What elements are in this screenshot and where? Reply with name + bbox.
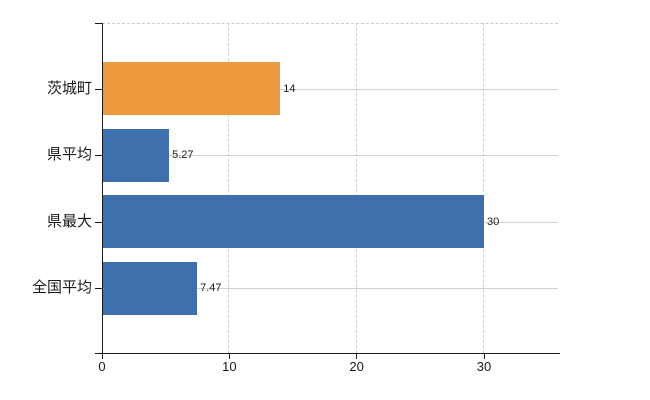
v-gridline — [355, 23, 357, 353]
plot-top-border — [102, 23, 558, 24]
h-gridline — [102, 155, 558, 156]
y-axis-top-tick — [95, 23, 102, 24]
category-label: 全国平均 — [31, 279, 92, 296]
bar-1 — [102, 128, 170, 182]
bar-0 — [102, 62, 281, 115]
bar-3 — [102, 261, 198, 315]
h-gridline — [102, 288, 558, 289]
bar-value-label: 5.27 — [172, 149, 194, 161]
x-axis-line — [95, 353, 560, 354]
y-axis-tick — [95, 155, 102, 156]
category-label: 県最大 — [46, 212, 92, 230]
v-gridline — [483, 23, 484, 353]
x-axis-tick — [101, 353, 103, 359]
x-tick-label: 10 — [222, 359, 237, 374]
y-axis-line — [102, 23, 103, 353]
x-axis-tick — [228, 353, 230, 359]
x-tick-label: 0 — [98, 359, 106, 374]
x-axis-tick — [356, 353, 358, 359]
y-axis-tick — [95, 288, 102, 289]
bar-value-label: 30 — [487, 215, 500, 228]
h-gridline — [102, 88, 558, 90]
category-label: 茨城町 — [46, 79, 92, 97]
v-gridline — [228, 23, 230, 353]
bar-value-label: 7.47 — [200, 282, 222, 294]
bar-value-label: 14 — [283, 82, 296, 95]
category-label: 県平均 — [46, 146, 92, 163]
y-axis-tick — [95, 221, 102, 223]
bar-2 — [102, 195, 484, 248]
x-axis-tick — [483, 353, 485, 359]
x-tick-label: 30 — [476, 359, 492, 374]
x-tick-label: 20 — [349, 359, 364, 374]
y-axis-tick — [95, 88, 102, 90]
